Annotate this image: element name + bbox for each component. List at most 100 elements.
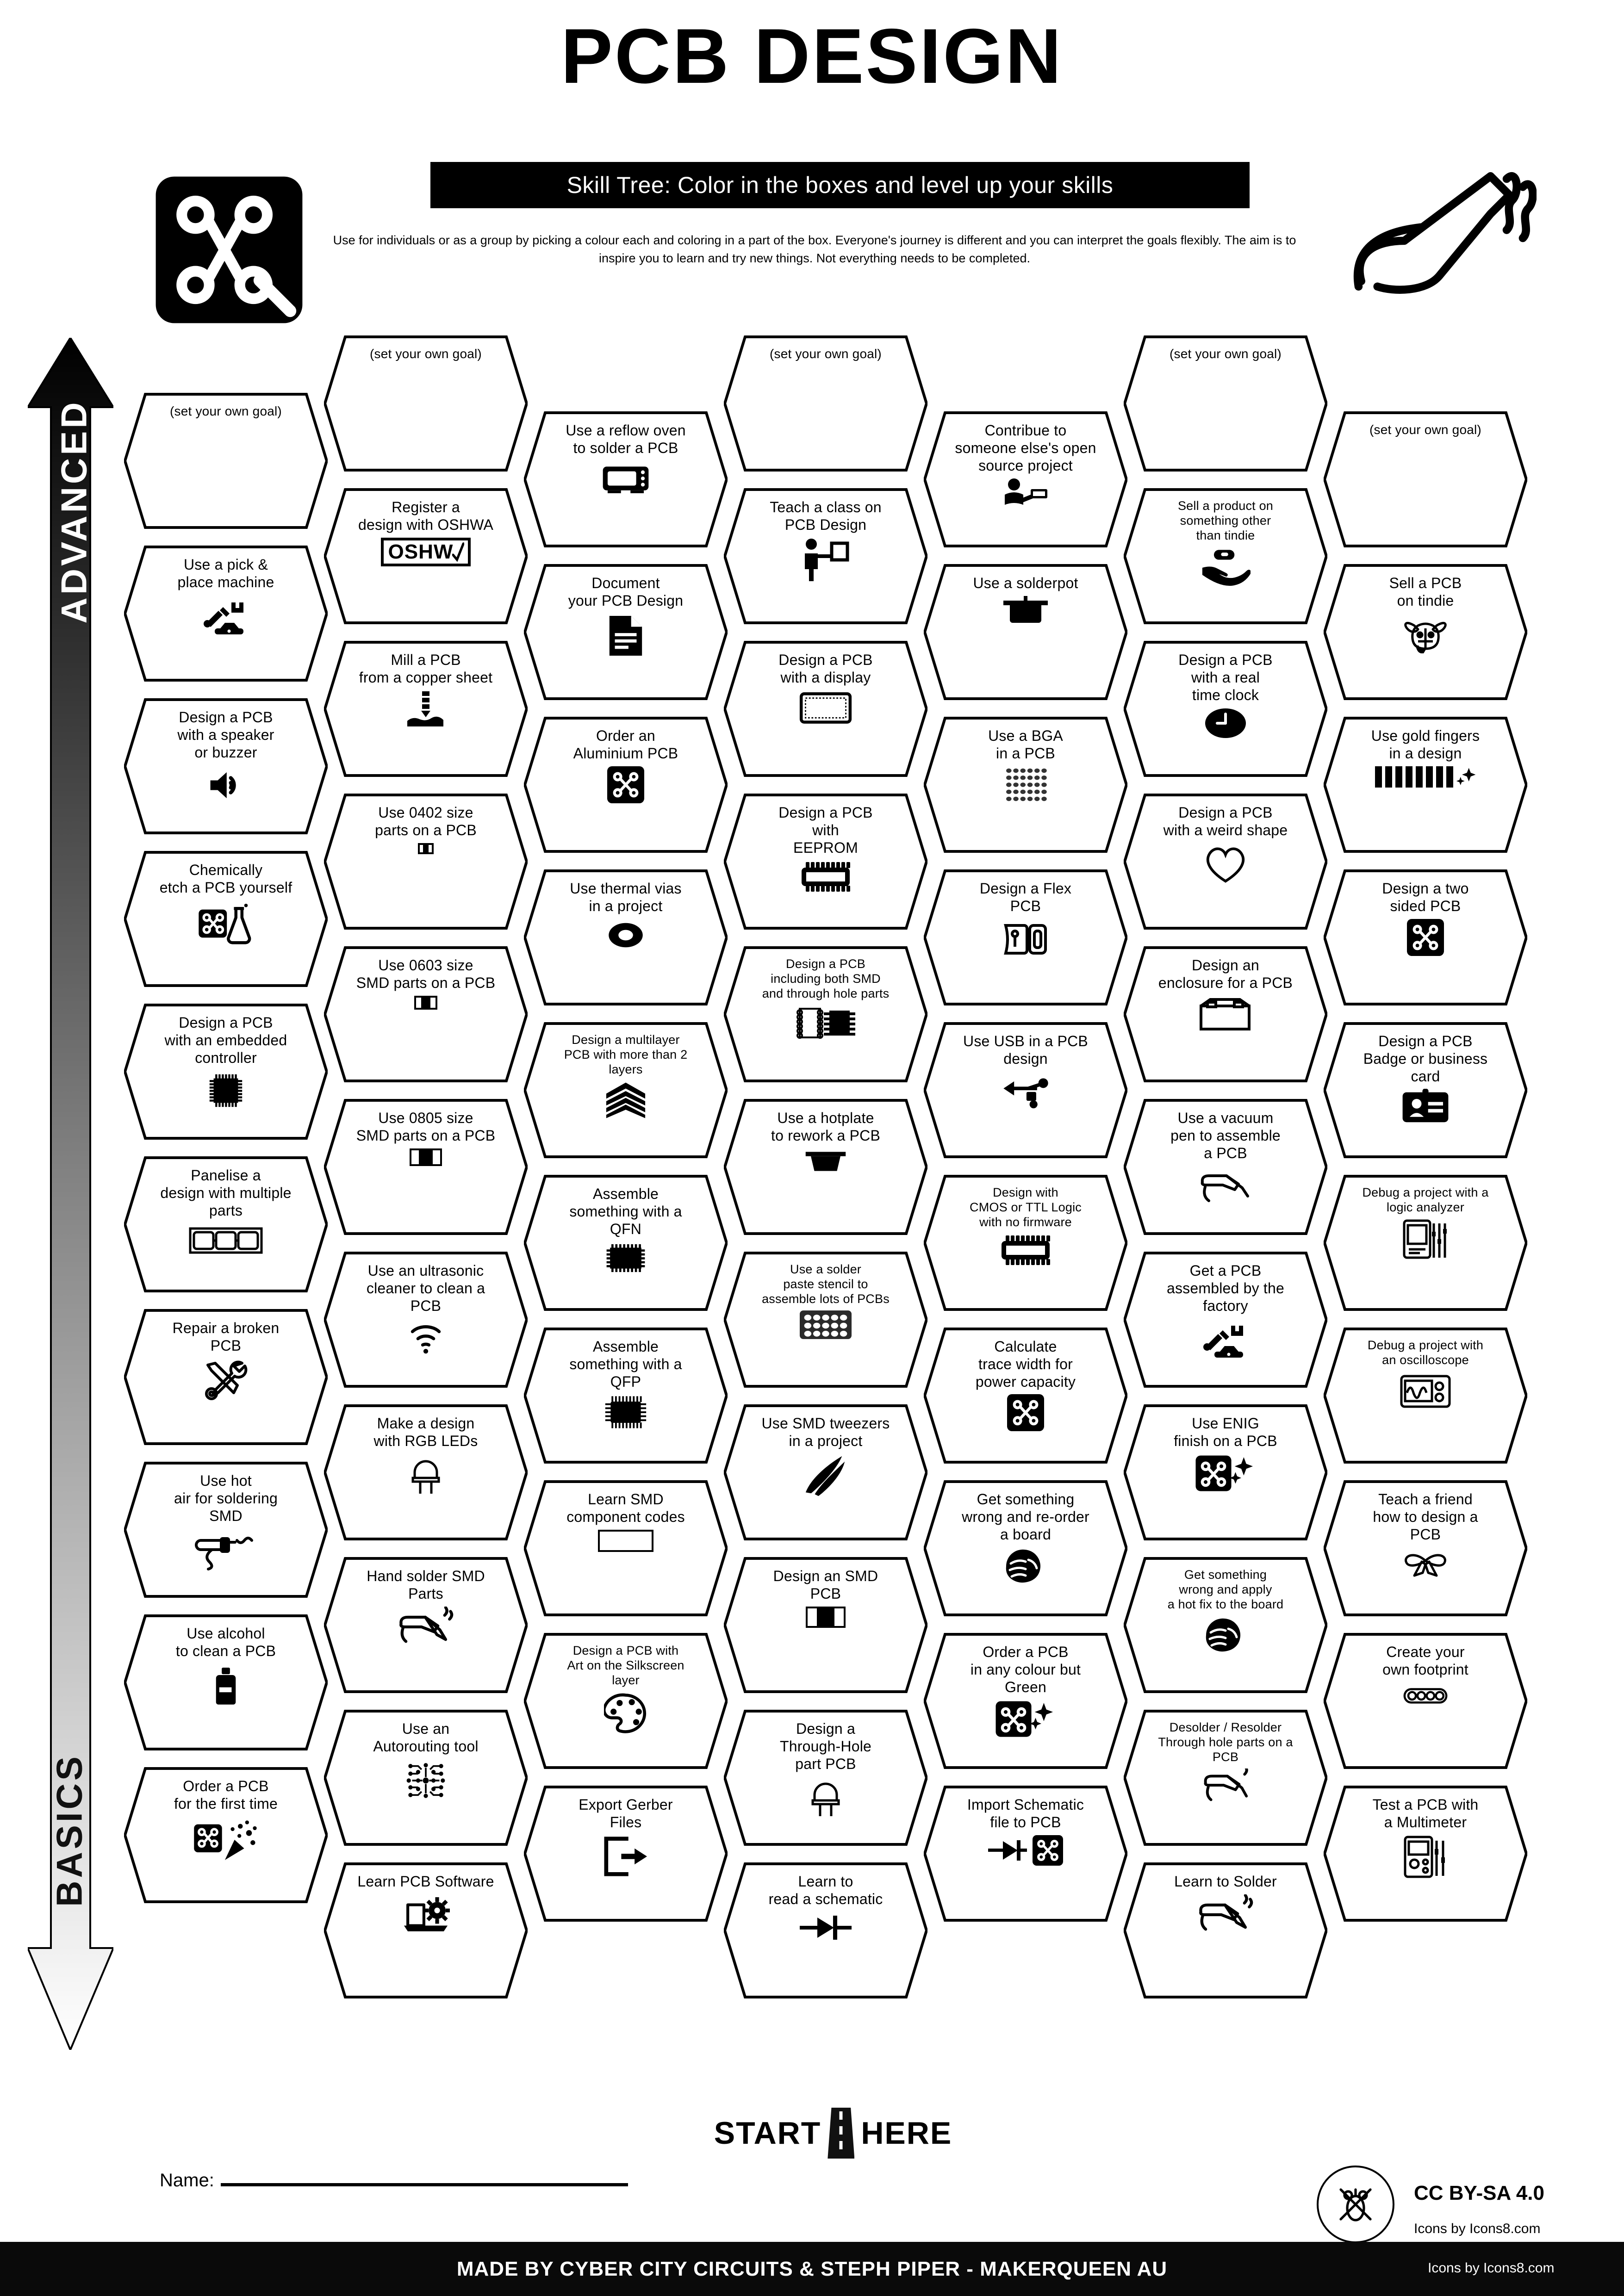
skill-hex[interactable]: Design a PCB with EEPROM — [724, 792, 927, 931]
intro-blurb: Use for individuals or as a group by pic… — [333, 233, 1296, 266]
skill-hex[interactable]: Use 0603 size SMD parts on a PCB — [324, 945, 528, 1084]
skill-hex-label: Get something wrong and apply a hot fix … — [1167, 1568, 1284, 1611]
skill-hex[interactable]: Make a design with RGB LEDs — [324, 1403, 528, 1542]
skill-hex[interactable]: Design an SMD PCB — [724, 1556, 927, 1694]
badge-icon — [1402, 1088, 1449, 1124]
skill-hex[interactable]: Import Schematic file to PCB — [924, 1784, 1127, 1923]
reflow-oven-icon — [601, 461, 650, 495]
skill-hex[interactable]: Design a two sided PCB — [1324, 868, 1527, 1007]
skill-hex-label: Order a PCB for the first time — [174, 1778, 278, 1812]
skill-hex[interactable]: Contribue to someone else's open source … — [924, 410, 1127, 549]
subtitle-text: Skill Tree: Color in the boxes and level… — [566, 172, 1114, 198]
skill-hex[interactable]: Repair a broken PCB — [124, 1308, 328, 1446]
skill-hex[interactable]: (set your own goal) — [324, 334, 528, 473]
skill-hex[interactable]: Export Gerber Files — [524, 1784, 728, 1923]
skill-hex[interactable]: Design a PCB with a weird shape — [1124, 792, 1327, 931]
skill-hex[interactable]: Sell a PCB on tindie — [1324, 563, 1527, 701]
skill-hex[interactable]: Use an ultrasonic cleaner to clean a PCB — [324, 1250, 528, 1389]
skill-hex[interactable]: Order a PCB in any colour but Green — [924, 1632, 1127, 1770]
resistor-0402-icon — [418, 843, 434, 854]
bottle-icon — [208, 1664, 244, 1707]
skill-hex[interactable]: Design a multilayer PCB with more than 2… — [524, 1021, 728, 1160]
skill-hex[interactable]: Design a PCB Badge or business card — [1324, 1021, 1527, 1160]
name-field[interactable]: Name: — [160, 2170, 628, 2191]
skill-hex[interactable]: Hand solder SMD Parts — [324, 1556, 528, 1694]
skill-hex[interactable]: Design a Through-Hole part PCB — [724, 1708, 927, 1847]
skill-hex[interactable]: Order an Aluminium PCB — [524, 715, 728, 854]
skill-hex[interactable]: Sell a product on something other than t… — [1124, 487, 1327, 626]
skill-hex[interactable]: Use a solder paste stencil to assemble l… — [724, 1250, 927, 1389]
gold-fingers-icon — [1375, 766, 1476, 788]
palette-icon — [602, 1692, 647, 1735]
skill-hex[interactable]: Calculate trace width for power capacity — [924, 1326, 1127, 1465]
skill-hex[interactable]: Use a hotplate to rework a PCB — [724, 1098, 927, 1236]
skill-hex-label: Calculate trace width for power capacity — [975, 1338, 1076, 1390]
skill-hex[interactable]: Get something wrong and apply a hot fix … — [1124, 1556, 1327, 1694]
skill-hex[interactable]: Order a PCB for the first time — [124, 1766, 328, 1905]
skill-hex[interactable]: Use alcohol to clean a PCB — [124, 1613, 328, 1752]
skill-hex[interactable]: Panelise a design with multiple parts — [124, 1155, 328, 1294]
skill-hex[interactable]: Design a Flex PCB — [924, 868, 1127, 1007]
skill-hex[interactable]: Design a PCB including both SMD and thro… — [724, 945, 927, 1084]
skill-hex[interactable]: Design with CMOS or TTL Logic with no fi… — [924, 1173, 1127, 1312]
skill-hex[interactable]: Use a solderpot — [924, 563, 1127, 701]
skill-hex[interactable]: Learn PCB Software — [324, 1861, 528, 2000]
skill-hex[interactable]: Use SMD tweezers in a project — [724, 1403, 927, 1542]
skill-hex[interactable]: Desolder / Resolder Through hole parts o… — [1124, 1708, 1327, 1847]
skill-hex[interactable]: Design a PCB with an embedded controller — [124, 1002, 328, 1141]
skill-hex[interactable]: Assemble something with a QFP — [524, 1326, 728, 1465]
skill-hex-label: Use alcohol to clean a PCB — [175, 1625, 276, 1659]
qfp-icon — [604, 1394, 648, 1430]
skill-hex[interactable]: Debug a project with a logic analyzer — [1324, 1173, 1527, 1312]
resistor-0805-icon — [410, 1148, 442, 1166]
skill-hex[interactable]: (set your own goal) — [1124, 334, 1327, 473]
skill-hex[interactable]: Design an enclosure for a PCB — [1124, 945, 1327, 1084]
skill-hex[interactable]: Design a PCB with a speaker or buzzer — [124, 697, 328, 836]
skill-hex[interactable]: Use USB in a PCB design — [924, 1021, 1127, 1160]
skill-hex[interactable]: Use an Autorouting tool — [324, 1708, 528, 1847]
skill-hex[interactable]: Test a PCB with a Multimeter — [1324, 1784, 1527, 1923]
skill-hex-label: Register a design with OSHWA — [358, 499, 494, 533]
skill-hex[interactable]: Use ENIG finish on a PCB — [1124, 1403, 1327, 1542]
skill-hex[interactable]: Use 0805 size SMD parts on a PCB — [324, 1098, 528, 1236]
footer-bar: MADE BY CYBER CITY CIRCUITS & STEPH PIPE… — [0, 2242, 1624, 2296]
skill-hex[interactable]: Design a PCB with a display — [724, 639, 927, 778]
skill-hex[interactable]: Design a PCB with Art on the Silkscreen … — [524, 1632, 728, 1770]
logic-analyzer-icon — [1402, 1219, 1449, 1260]
skill-hex[interactable]: Use gold fingers in a design — [1324, 715, 1527, 854]
skill-hex-label: Design a PCB with a display — [778, 652, 873, 686]
skill-hex[interactable]: Use a reflow oven to solder a PCB — [524, 410, 728, 549]
skill-hex[interactable]: Document your PCB Design — [524, 563, 728, 701]
skill-hex[interactable]: Chemically etch a PCB yourself — [124, 850, 328, 988]
name-input-rule[interactable] — [220, 2183, 628, 2186]
skill-hex[interactable]: Use 0402 size parts on a PCB — [324, 792, 528, 931]
skill-hex[interactable]: Use a vacuum pen to assemble a PCB — [1124, 1098, 1327, 1236]
skill-hex[interactable]: Learn to read a schematic — [724, 1861, 927, 2000]
skill-hex[interactable]: Mill a PCB from a copper sheet — [324, 639, 528, 778]
skill-hex[interactable]: Teach a class on PCB Design — [724, 487, 927, 626]
skill-hex[interactable]: Learn to Solder — [1124, 1861, 1327, 2000]
skill-hex[interactable]: Get something wrong and re-order a board — [924, 1479, 1127, 1618]
skill-hex[interactable]: Teach a friend how to design a PCB — [1324, 1479, 1527, 1618]
skill-hex[interactable]: (set your own goal) — [1324, 410, 1527, 549]
skill-hex-label: Design a multilayer PCB with more than 2… — [564, 1033, 688, 1076]
skill-hex[interactable]: Create your own footprint — [1324, 1632, 1527, 1770]
skill-hex[interactable]: Use thermal vias in a project — [524, 868, 728, 1007]
here-label: HERE — [861, 2116, 952, 2151]
skill-hex[interactable]: Use hot air for soldering SMD — [124, 1460, 328, 1599]
skill-hex[interactable]: Use a BGA in a PCB — [924, 715, 1127, 854]
oscilloscope-icon — [1400, 1371, 1451, 1409]
multimeter-icon — [1403, 1835, 1448, 1879]
skill-hex[interactable]: Design a PCB with a real time clock — [1124, 639, 1327, 778]
skill-hex[interactable]: Assemble something with a QFN — [524, 1173, 728, 1312]
skill-hex[interactable]: (set your own goal) — [724, 334, 927, 473]
skill-hex[interactable]: Register a design with OSHWA OSHW — [324, 487, 528, 626]
skill-hex[interactable]: Debug a project with an oscilloscope — [1324, 1326, 1527, 1465]
panel-array-icon — [189, 1223, 263, 1259]
skill-hex[interactable]: Use a pick & place machine — [124, 544, 328, 683]
skill-hex[interactable]: Learn SMD component codes 331 — [524, 1479, 728, 1618]
skill-hex[interactable]: (set your own goal) — [124, 391, 328, 530]
skill-hex[interactable]: Get a PCB assembled by the factory — [1124, 1250, 1327, 1389]
footer-icons-credit: Icons by Icons8.com — [1428, 2260, 1555, 2276]
soldering-iron-icon — [1196, 1893, 1255, 1936]
